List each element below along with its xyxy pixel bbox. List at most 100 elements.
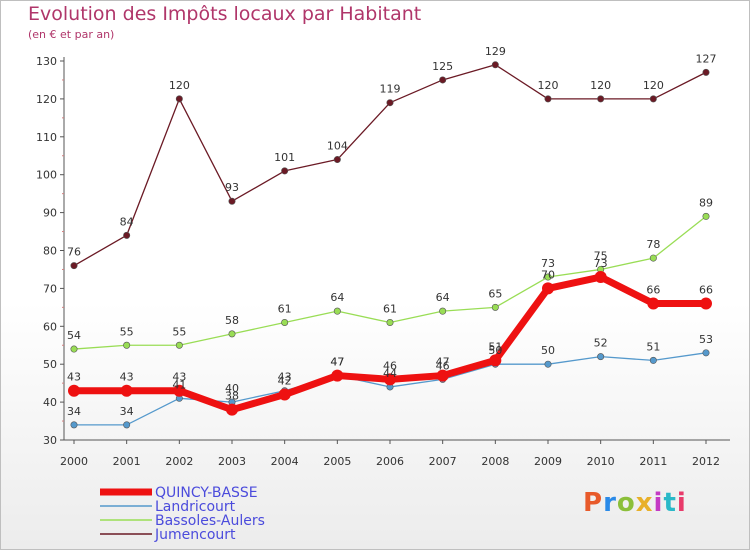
logo-letter: P — [583, 488, 604, 518]
data-label-bassoles-aulers: 78 — [646, 238, 660, 251]
x-tick-label: 2005 — [323, 455, 351, 468]
data-label-jumencourt: 120 — [169, 79, 190, 92]
y-tick-label: 100 — [36, 169, 57, 182]
y-tick-label: 120 — [36, 93, 57, 106]
data-point-landricourt — [597, 353, 605, 361]
data-point-quincy-basse — [647, 297, 660, 310]
axes: 30 40 50 60 70 80 90 100 110 120 130 2000 2001 2002 20… — [36, 55, 730, 468]
data-label-quincy-basse: 73 — [594, 257, 608, 270]
data-label-jumencourt: 119 — [380, 83, 401, 96]
data-point-quincy-basse — [542, 282, 554, 295]
chart-subtitle: (en € et par an) — [28, 28, 115, 41]
data-label-landricourt: 51 — [646, 340, 660, 353]
data-point-quincy-basse — [489, 354, 502, 367]
data-label-landricourt: 40 — [225, 382, 239, 395]
x-tick-label: 2010 — [587, 455, 615, 468]
logo-letter: t — [663, 488, 677, 518]
data-label-bassoles-aulers: 73 — [541, 257, 555, 270]
data-label-quincy-basse: 46 — [383, 359, 397, 372]
y-tick-label: 40 — [43, 396, 57, 409]
data-point-quincy-basse — [436, 369, 449, 382]
data-point-quincy-basse — [278, 388, 291, 401]
data-point-jumencourt — [439, 76, 447, 84]
y-tick-label: 90 — [43, 207, 57, 220]
data-label-quincy-basse: 43 — [67, 371, 81, 384]
x-tick-label: 2009 — [534, 455, 562, 468]
data-label-quincy-basse: 38 — [225, 390, 239, 403]
data-point-quincy-basse — [120, 384, 133, 397]
data-point-landricourt — [123, 421, 131, 429]
data-label-landricourt: 34 — [67, 405, 81, 418]
data-label-jumencourt: 120 — [538, 79, 559, 92]
data-label-bassoles-aulers: 58 — [225, 314, 239, 327]
data-label-jumencourt: 120 — [643, 79, 664, 92]
data-point-landricourt — [70, 421, 78, 429]
legend-label-landricourt: Landricourt — [155, 499, 236, 515]
data-label-landricourt: 44 — [383, 367, 397, 380]
x-tick-label: 2011 — [639, 455, 667, 468]
data-label-quincy-basse: 47 — [436, 356, 450, 369]
data-label-bassoles-aulers: 55 — [172, 325, 186, 338]
legend-label-jumencourt: Jumencourt — [154, 527, 236, 543]
data-point-jumencourt — [649, 95, 657, 103]
data-point-quincy-basse — [700, 297, 712, 310]
legend-label-bassoles-aulers: Bassoles-Aulers — [155, 513, 265, 529]
data-point-quincy-basse — [68, 384, 80, 397]
data-point-bassoles-aulers — [123, 341, 131, 349]
data-point-jumencourt — [228, 197, 236, 205]
data-label-jumencourt: 76 — [67, 246, 81, 259]
data-labels: 76 84 120 93 101 104 119 125 129 120 120 120 127 54 55… — [67, 45, 717, 418]
logo-letter: i — [653, 488, 664, 518]
data-label-jumencourt: 127 — [696, 52, 717, 65]
data-label-landricourt: 41 — [172, 378, 186, 391]
data-point-jumencourt — [597, 95, 605, 103]
data-label-bassoles-aulers: 61 — [383, 303, 397, 316]
data-label-quincy-basse: 47 — [330, 356, 344, 369]
y-tick-label: 70 — [43, 282, 57, 295]
data-point-jumencourt — [386, 99, 394, 107]
data-point-quincy-basse — [594, 271, 607, 284]
data-point-jumencourt — [70, 262, 78, 270]
data-label-jumencourt: 93 — [225, 181, 239, 194]
data-point-landricourt — [702, 349, 710, 357]
logo-letter: i — [676, 488, 687, 518]
x-tick-label: 2002 — [165, 455, 193, 468]
x-tick-label: 2003 — [218, 455, 246, 468]
data-point-bassoles-aulers — [544, 273, 552, 281]
logo-letter: x — [635, 488, 654, 518]
series-layer — [68, 61, 712, 429]
data-point-jumencourt — [491, 61, 499, 69]
y-tick-label: 130 — [36, 55, 57, 68]
legend: QUINCY-BASSELandricourtBassoles-AulersJu… — [100, 485, 265, 543]
data-point-bassoles-aulers — [333, 307, 341, 315]
data-label-bassoles-aulers: 89 — [699, 196, 713, 209]
x-tick-label: 2000 — [60, 455, 88, 468]
data-label-bassoles-aulers: 65 — [488, 287, 502, 300]
x-tick-label: 2004 — [271, 455, 299, 468]
data-label-landricourt: 34 — [120, 405, 134, 418]
data-point-bassoles-aulers — [439, 307, 447, 315]
data-point-bassoles-aulers — [386, 319, 394, 327]
data-label-bassoles-aulers: 64 — [436, 291, 450, 304]
data-point-bassoles-aulers — [175, 341, 183, 349]
data-point-bassoles-aulers — [491, 303, 499, 311]
data-label-landricourt: 52 — [594, 337, 608, 350]
data-label-landricourt: 50 — [541, 344, 555, 357]
data-label-landricourt: 53 — [699, 333, 713, 346]
y-tick-label: 80 — [43, 245, 57, 258]
data-point-bassoles-aulers — [649, 254, 657, 262]
data-label-landricourt: 46 — [436, 359, 450, 372]
data-label-jumencourt: 84 — [120, 215, 134, 228]
x-tick-label: 2012 — [692, 455, 720, 468]
data-label-jumencourt: 101 — [274, 151, 295, 164]
legend-label-quincy-basse: QUINCY-BASSE — [155, 485, 258, 501]
data-label-quincy-basse: 66 — [646, 284, 660, 297]
data-point-quincy-basse — [331, 369, 344, 382]
proxiti-logo: Proxiti — [583, 488, 687, 518]
data-point-bassoles-aulers — [228, 330, 236, 338]
data-label-quincy-basse: 70 — [541, 268, 555, 281]
y-tick-label: 50 — [43, 358, 57, 371]
data-point-bassoles-aulers — [281, 319, 289, 327]
data-label-bassoles-aulers: 61 — [278, 303, 292, 316]
